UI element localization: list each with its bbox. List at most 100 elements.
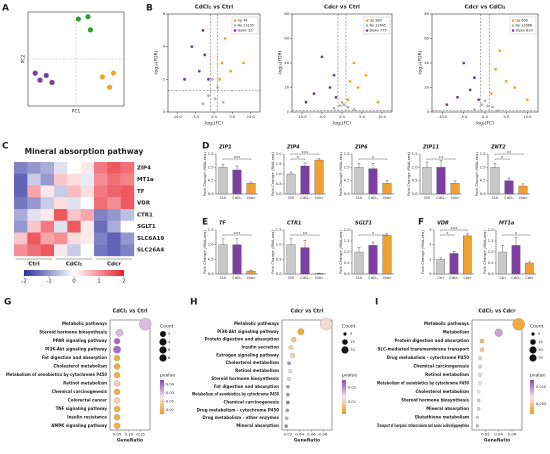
- point: [32, 70, 38, 76]
- point: [486, 104, 489, 108]
- size-legend-label: 30: [538, 347, 543, 352]
- color-legend-title: pvalue: [530, 373, 545, 379]
- heat-cell: [27, 244, 41, 257]
- size-legend-label: 6: [168, 347, 171, 352]
- dot: [476, 390, 481, 394]
- point: [85, 14, 91, 20]
- y-tick-label: Drug metabolism - cytochrome P450: [197, 407, 280, 412]
- significance-label: *: [372, 155, 375, 161]
- y-tick-label: 0.0: [208, 192, 214, 196]
- size-legend-label: 15: [538, 339, 543, 344]
- heat-cell: [67, 232, 81, 245]
- y-axis-label: Fold Change (RNA-seq): [482, 230, 487, 274]
- heat-cell: [40, 173, 55, 186]
- heat-cell: [27, 197, 41, 210]
- dot: [113, 422, 121, 429]
- bar: [314, 159, 324, 195]
- heat-cell: [80, 232, 95, 245]
- heat-cell: [107, 173, 121, 186]
- significance-bracket: [502, 234, 530, 236]
- dot: [284, 424, 288, 428]
- y-axis-label: Fold Change (RNA-seq): [338, 152, 343, 196]
- y-tick-label: Metabolism: [443, 330, 469, 335]
- x-axis-label: PC1: [72, 109, 81, 115]
- color-legend-title: pvalue: [342, 373, 357, 379]
- chart-title: CdCl₂ vs Cdcr: [478, 309, 516, 315]
- y-tick-label: Drug metabolism - cytochrome P450: [387, 355, 470, 360]
- point: [216, 86, 220, 89]
- heat-cell: [67, 244, 81, 257]
- x-tick-label: Ctrl: [220, 276, 226, 280]
- panel-label: B: [146, 4, 153, 14]
- heat-cell: [94, 244, 108, 257]
- size-legend-dot: [159, 354, 167, 362]
- heat-cell: [80, 197, 95, 210]
- y-tick-label: Protein digestion and absorption: [204, 337, 279, 342]
- point: [312, 92, 316, 96]
- panel-label: G: [4, 298, 11, 308]
- significance-label: *: [446, 231, 449, 237]
- chart-title: CdCl₂ vs Ctrl: [113, 309, 148, 315]
- x-tick-label: -10.0: [438, 115, 448, 119]
- significance-bracket: [426, 158, 456, 160]
- x-tick-label: 0.06: [307, 432, 316, 437]
- x-axis-label: log₂(FC): [333, 121, 351, 127]
- bar: [368, 168, 378, 195]
- y-tick-label: Insulin resistance: [67, 414, 107, 419]
- chart-title: ZNT2: [490, 145, 506, 151]
- y-tick-label: 1.5: [480, 152, 486, 156]
- heat-cell: [40, 209, 55, 221]
- row-label: SLC6A19: [137, 236, 164, 242]
- point: [462, 61, 466, 65]
- heat-cell: [107, 244, 121, 257]
- dot: [291, 337, 297, 343]
- x-tick-label: 5.0: [359, 115, 365, 119]
- y-tick-label: Mineral absorption: [236, 423, 279, 428]
- x-tick-label: Cdcr: [383, 196, 392, 200]
- legend-label: Up 589: [370, 19, 382, 23]
- y-tick-label: Insulin secretion: [241, 345, 279, 350]
- heat-cell: [67, 185, 81, 198]
- significance-label: ***: [234, 155, 242, 161]
- heat-cell: [14, 185, 28, 198]
- y-tick-label: 1.0: [344, 165, 350, 169]
- dot: [479, 347, 485, 352]
- y-tick-label: Chemical carcinogenesis: [223, 400, 279, 405]
- point: [203, 53, 207, 57]
- heat-cell: [94, 232, 108, 245]
- x-tick-label: CdCl₂: [436, 196, 446, 200]
- significance-label: *: [501, 155, 504, 161]
- size-legend-label: 5: [350, 331, 353, 336]
- dot: [476, 398, 481, 403]
- x-tick-label: 0.0: [339, 115, 345, 119]
- x-tick-label: 10.0: [247, 115, 256, 119]
- dot: [286, 392, 290, 397]
- heat-cell: [54, 173, 68, 186]
- y-tick-label: 0.0: [276, 192, 282, 196]
- dot: [113, 363, 121, 370]
- dot: [113, 371, 121, 379]
- significance-bracket: [440, 229, 468, 231]
- legend-label: Up 606: [516, 19, 528, 23]
- heat-cell: [27, 209, 41, 221]
- dot: [113, 397, 121, 404]
- y-tick-label: SLC-mediated transmembrane transport: [378, 347, 470, 352]
- bar: [504, 180, 514, 195]
- x-tick-label: -5.0: [318, 115, 326, 119]
- y-tick-label: TNF signaling pathway: [56, 406, 108, 411]
- group-label: Cdcr: [107, 262, 121, 268]
- colorbar-label: 0: [72, 279, 76, 285]
- row-label: VDR: [137, 201, 151, 207]
- point: [332, 106, 336, 110]
- significance-label: *: [372, 231, 375, 237]
- significance-label: *: [297, 155, 300, 161]
- colorbar: [24, 270, 124, 276]
- heat-cell: [27, 173, 41, 186]
- point: [480, 103, 484, 107]
- heat-cell: [40, 197, 55, 210]
- legend-swatch: [365, 29, 369, 32]
- x-tick-label: 0.10: [125, 432, 134, 437]
- significance-label: **: [507, 150, 512, 156]
- bar: [218, 244, 228, 275]
- dot: [478, 381, 482, 386]
